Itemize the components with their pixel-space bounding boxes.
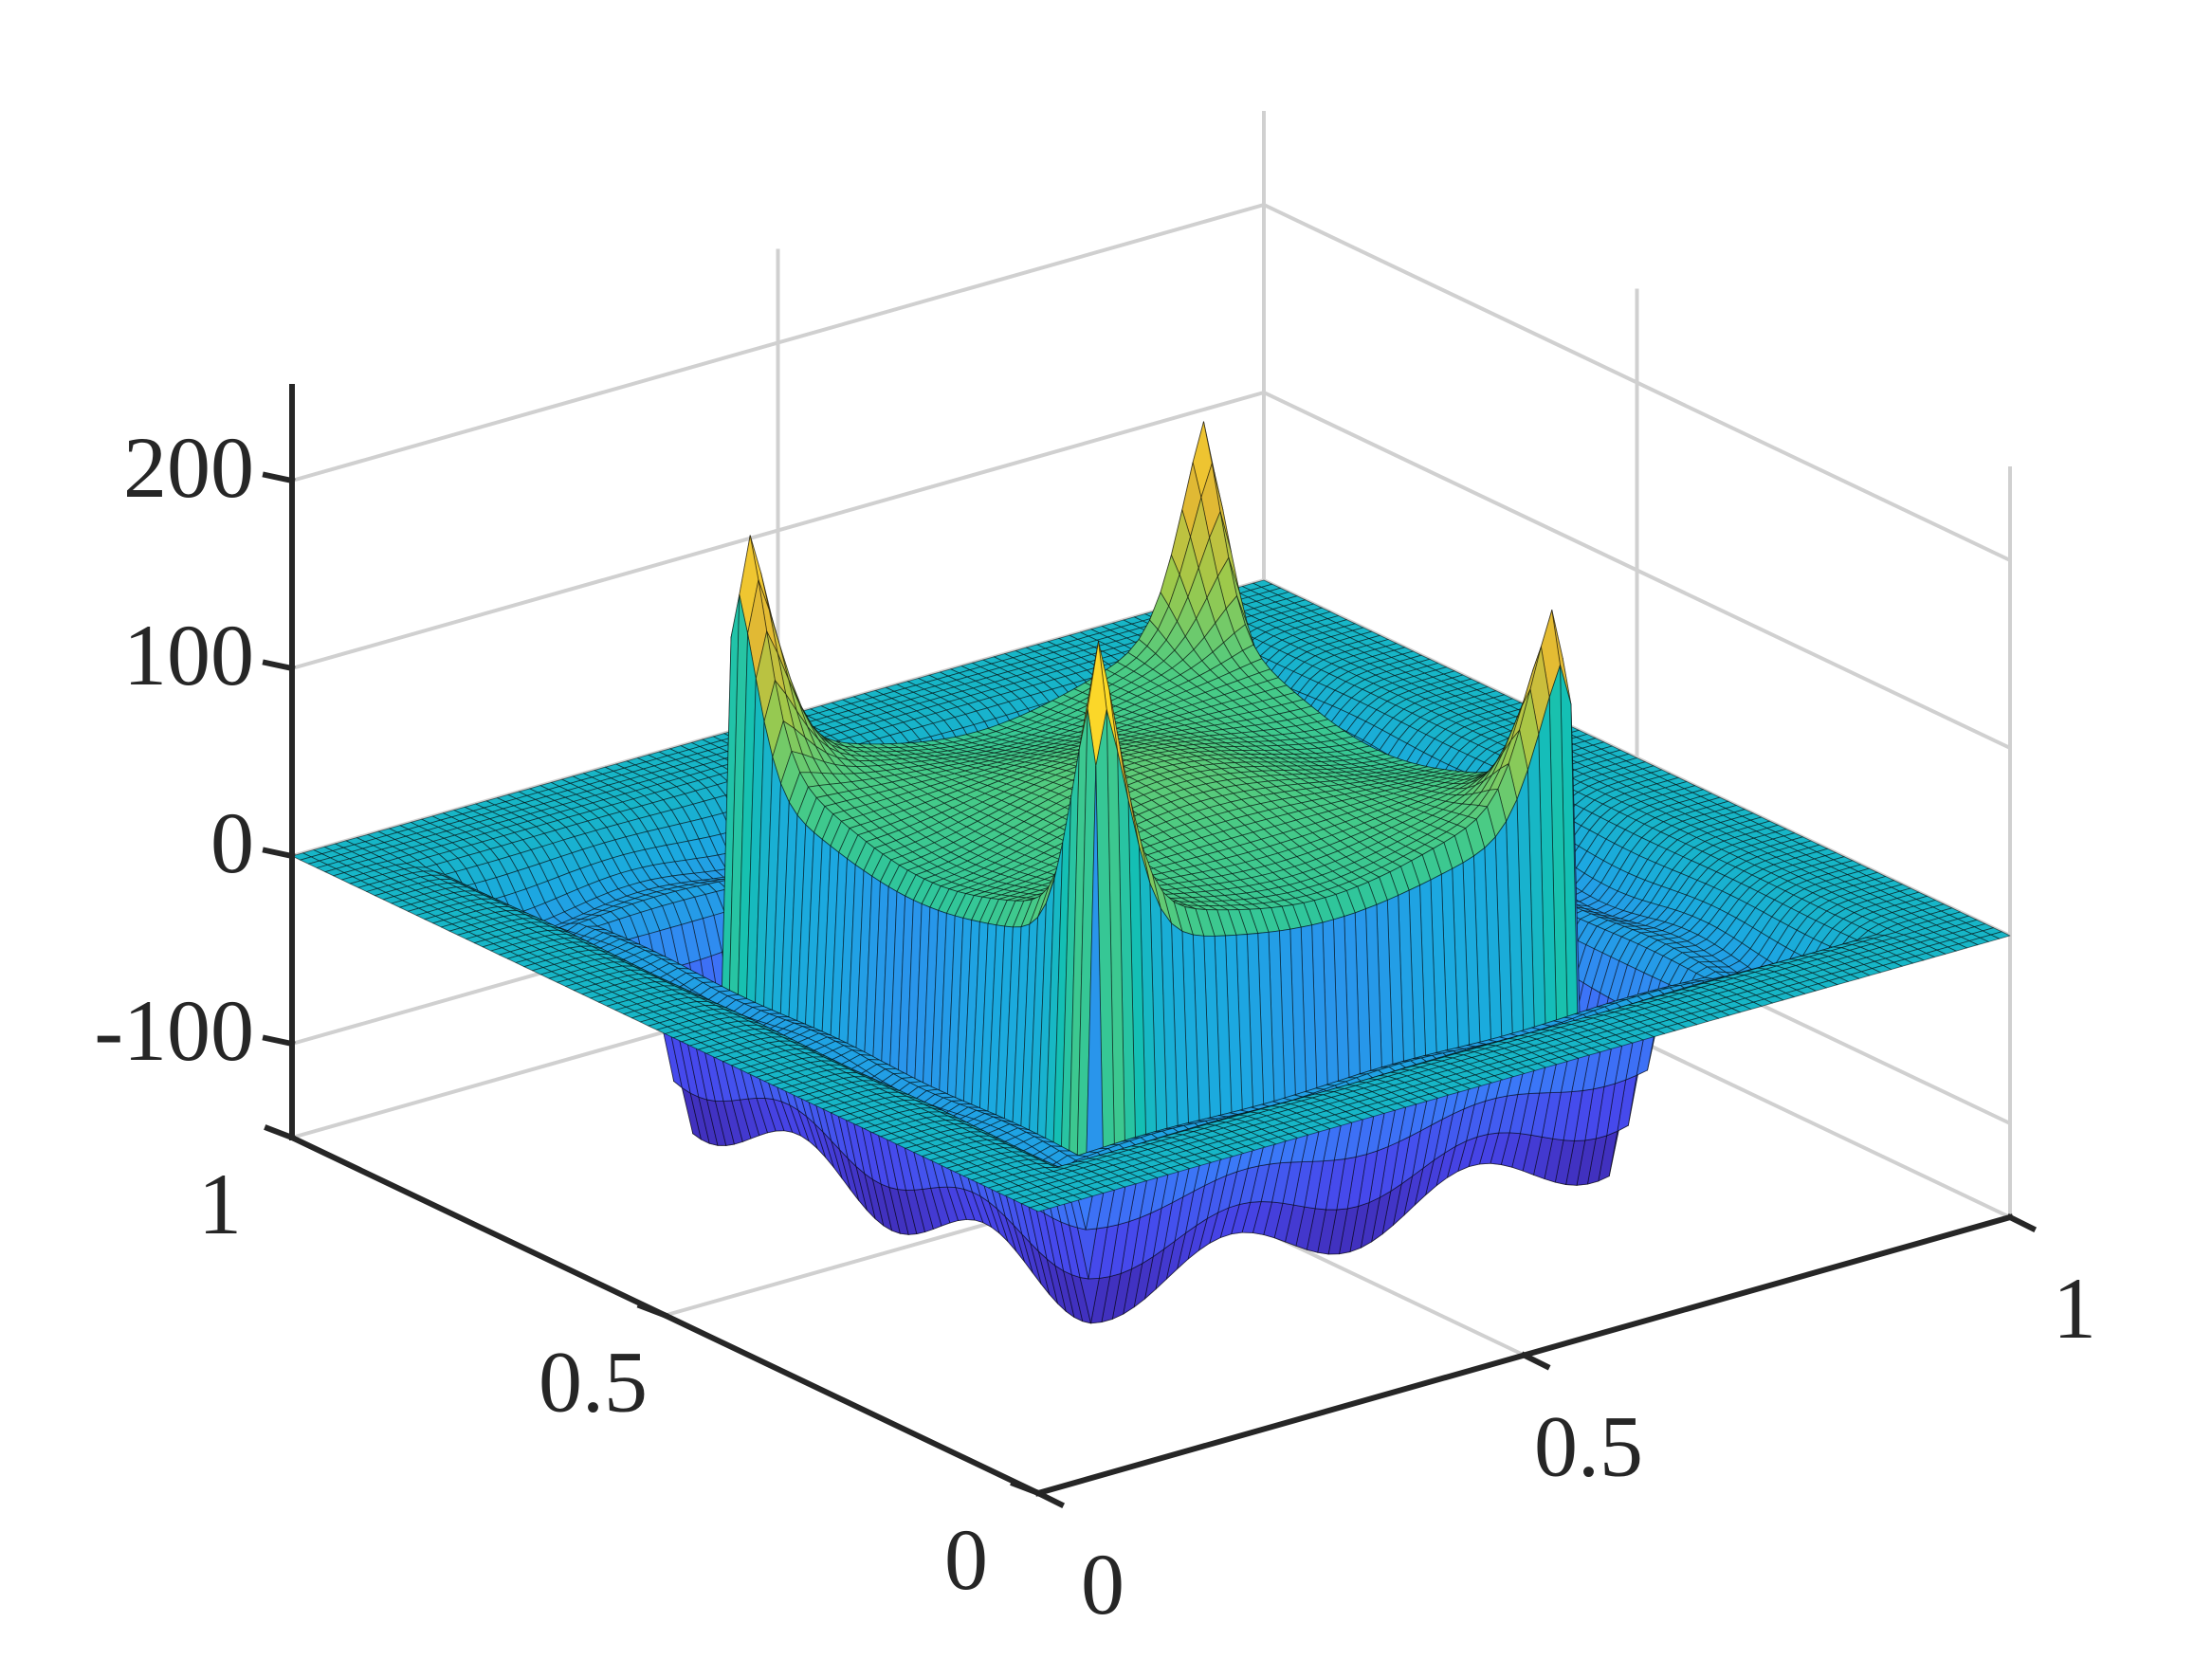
surface-mesh	[291, 421, 2011, 1324]
